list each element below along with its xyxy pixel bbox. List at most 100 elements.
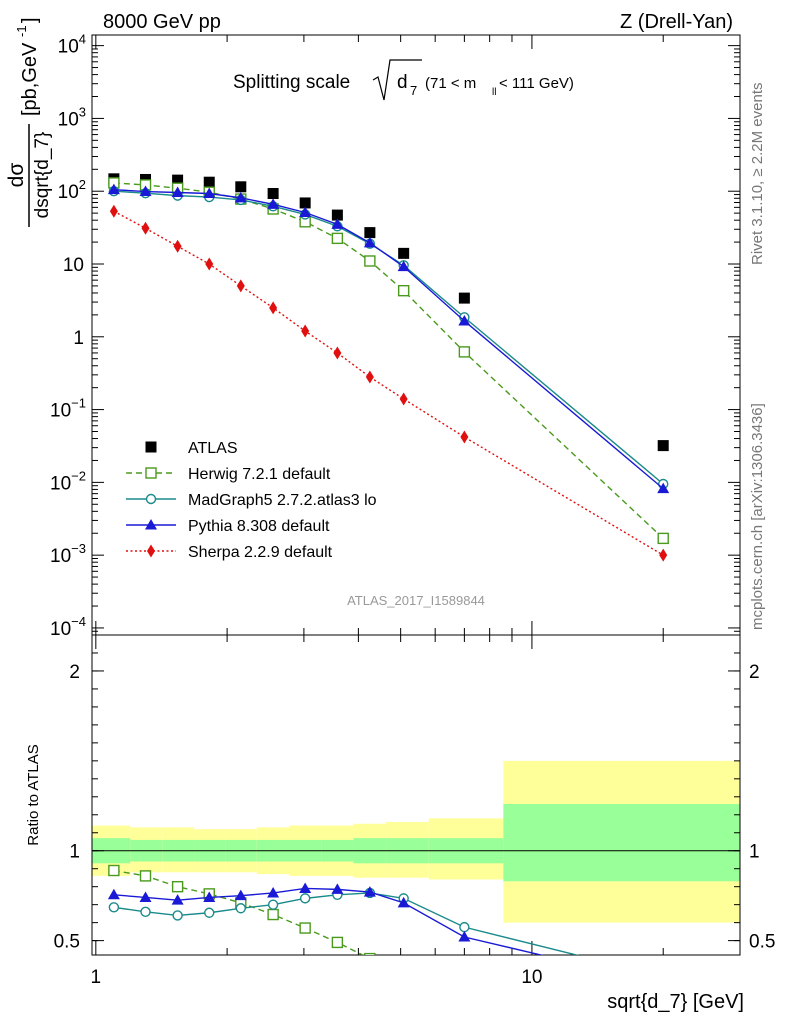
ylabel-units-close: ] (19, 17, 41, 23)
pythia-point (171, 186, 184, 198)
pythia-line (113, 188, 664, 490)
herwig-ratio-point (459, 993, 469, 1003)
madgraph-ratio-point (459, 921, 470, 933)
legend-marker-herwig (145, 467, 157, 479)
pythia-point (234, 191, 247, 203)
madgraph-ratio-point (659, 972, 668, 981)
pythia-ratio-point (267, 886, 280, 898)
pythia-ratio-point (203, 891, 216, 902)
pythia-point (267, 198, 280, 209)
madgraph-ratio-point (267, 899, 279, 910)
sherpa-point (659, 548, 668, 562)
pythia-ratio-point (299, 882, 312, 893)
pythia-point (657, 482, 670, 494)
herwig-point (458, 346, 471, 358)
main-y-tick-label: 103 (58, 104, 86, 130)
sherpa-point (333, 346, 342, 360)
ratio-y-tick-label-right: 2 (749, 662, 760, 683)
pythia-ratio-point (139, 891, 152, 902)
ratio-series-pythia (107, 882, 544, 955)
plot-title-cut-close: < 111 GeV) (499, 75, 574, 92)
pythia-ratio-line (113, 887, 544, 955)
madgraph-ratio-line (113, 892, 580, 955)
plot-title-cut: (71 < m (425, 75, 476, 92)
ylabel-units-sup: -1 (14, 25, 29, 37)
herwig-ratio-point (399, 970, 409, 980)
header-right: Z (Drell-Yan) (620, 11, 733, 33)
legend-marker-madgraph (145, 493, 157, 505)
pythia-point (139, 185, 152, 197)
pythia-ratio-point (363, 886, 376, 897)
pythia-point (299, 206, 312, 217)
sherpa-point (269, 301, 278, 315)
rivet-label: Rivet 3.1.10, ≥ 2.2M events (749, 83, 766, 266)
herwig-ratio-point (139, 870, 152, 882)
series-pythia (107, 183, 670, 494)
pythia-ratio-point (234, 889, 247, 901)
main-y-tick-label: 10−3 (50, 541, 86, 567)
main-y-tick-label: 10−4 (50, 614, 86, 640)
herwig-point (397, 284, 410, 297)
ratio-plot-frame (91, 634, 741, 956)
main-series-layer (107, 173, 670, 562)
series-herwig (108, 177, 669, 545)
herwig-ratio-point (331, 936, 344, 949)
header-left: 8000 GeV pp (103, 11, 221, 33)
legend-entry-atlas: ATLAS (145, 440, 238, 457)
sherpa-point (301, 324, 310, 338)
pythia-ratio-point (171, 894, 184, 905)
herwig-point (657, 532, 669, 545)
series-atlas (108, 173, 669, 452)
legend-marker-sherpa (147, 544, 155, 558)
legend-label-atlas: ATLAS (188, 440, 238, 457)
analysis-watermark: ATLAS_2017_I1589844 (347, 593, 485, 608)
x-tick-label: 10 (521, 967, 542, 988)
main-y-tick-label: 104 (58, 32, 86, 58)
legend-marker-pythia (145, 519, 157, 530)
madgraph-ratio-point (108, 902, 120, 913)
madgraph-ratio-point (204, 907, 215, 918)
main-y-tick-label: 10−2 (50, 468, 86, 494)
madgraph-ratio-point (235, 903, 247, 914)
ratio-y-tick-label-right: 1 (749, 842, 760, 863)
atlas-point (172, 174, 184, 186)
sherpa-point (173, 239, 182, 253)
atlas-point (299, 197, 311, 209)
sherpa-point (365, 370, 374, 384)
series-sherpa (109, 204, 668, 562)
sherpa-point (109, 204, 118, 218)
ratio-series-madgraph (108, 887, 668, 981)
herwig-ratio-point (658, 1016, 668, 1024)
legend-label-herwig: Herwig 7.2.1 default (188, 466, 331, 483)
pythia-point (203, 187, 216, 199)
atlas-point (657, 440, 669, 452)
main-y-tick-label: 102 (58, 177, 86, 203)
legend-label-madgraph: MadGraph5 2.7.2.atlas3 lo (188, 492, 377, 509)
sherpa-point (399, 392, 408, 406)
pythia-point (397, 260, 410, 272)
plot-title-var: d (397, 72, 408, 93)
legend-entry-madgraph: MadGraph5 2.7.2.atlas3 lo (126, 492, 377, 509)
atlas-point (398, 247, 410, 259)
main-y-tick-label: 1 (73, 328, 84, 349)
ratio-series-layer (107, 864, 668, 1024)
ratio-y-tick-label: 2 (69, 662, 80, 683)
madgraph-line (113, 190, 664, 485)
sherpa-point (141, 221, 150, 235)
ratio-y-label: Ratio to ATLAS (25, 744, 42, 845)
x-tick-label: 1 (91, 967, 102, 988)
herwig-ratio-point (299, 922, 311, 934)
atlas-point (235, 181, 247, 193)
plot-title-main: Splitting scale (233, 72, 350, 93)
ratio-bands (92, 760, 740, 923)
herwig-ratio-point (364, 952, 376, 955)
pythia-ratio-point (458, 931, 471, 942)
ylabel-denominator: dsqrt{d_7} (32, 132, 53, 219)
ratio-y-tick-label: 1 (69, 842, 80, 863)
ratio-y-tick-label: 0.5 (54, 932, 80, 953)
atlas-point (364, 227, 376, 239)
madgraph-ratio-point (299, 893, 311, 904)
x-axis-label: sqrt{d_7} [GeV] (607, 991, 744, 1013)
sherpa-point (236, 279, 245, 293)
